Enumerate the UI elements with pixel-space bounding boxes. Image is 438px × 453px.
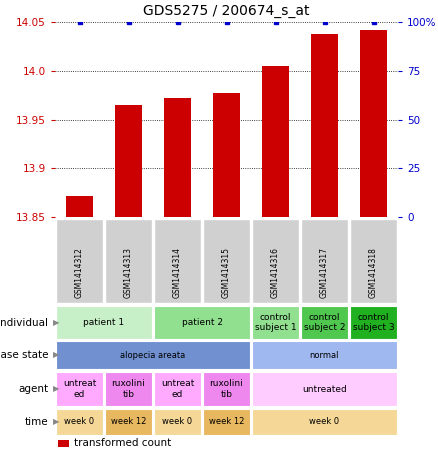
Bar — [154, 409, 201, 435]
Text: control
subject 2: control subject 2 — [304, 313, 345, 332]
Text: untreat
ed: untreat ed — [63, 379, 96, 399]
Text: control
subject 3: control subject 3 — [353, 313, 394, 332]
Text: week 0: week 0 — [162, 418, 193, 427]
Bar — [56, 306, 152, 338]
Bar — [203, 219, 250, 303]
Text: ruxolini
tib: ruxolini tib — [112, 379, 145, 399]
Bar — [105, 371, 152, 406]
Bar — [301, 219, 348, 303]
Bar — [350, 219, 397, 303]
Bar — [213, 93, 240, 217]
Bar — [56, 219, 103, 303]
Text: untreated: untreated — [302, 385, 347, 394]
Text: ▶: ▶ — [53, 418, 59, 427]
Text: time: time — [25, 417, 49, 427]
Bar — [58, 439, 69, 447]
Bar — [154, 371, 201, 406]
Text: untreat
ed: untreat ed — [161, 379, 194, 399]
Bar — [203, 371, 250, 406]
Text: week 12: week 12 — [111, 418, 146, 427]
Bar — [115, 105, 142, 217]
Bar — [66, 196, 93, 217]
Text: patient 1: patient 1 — [83, 318, 124, 327]
Bar — [252, 219, 299, 303]
Text: control
subject 1: control subject 1 — [254, 313, 297, 332]
Bar — [105, 409, 152, 435]
Text: GSM1414314: GSM1414314 — [173, 247, 182, 298]
Bar — [203, 409, 250, 435]
Bar — [301, 306, 348, 338]
Text: GSM1414313: GSM1414313 — [124, 247, 133, 298]
Text: GSM1414316: GSM1414316 — [271, 247, 280, 298]
Text: GSM1414312: GSM1414312 — [75, 247, 84, 298]
Bar — [360, 30, 387, 217]
Bar — [164, 98, 191, 217]
Text: GSM1414317: GSM1414317 — [320, 247, 329, 298]
Text: GSM1414315: GSM1414315 — [222, 247, 231, 298]
Text: disease state: disease state — [0, 350, 49, 360]
Text: agent: agent — [18, 384, 49, 394]
Text: transformed count: transformed count — [74, 438, 171, 448]
Bar — [252, 409, 397, 435]
Text: normal: normal — [310, 351, 339, 360]
Title: GDS5275 / 200674_s_at: GDS5275 / 200674_s_at — [143, 4, 310, 18]
Bar — [154, 306, 250, 338]
Text: alopecia areata: alopecia areata — [120, 351, 186, 360]
Text: week 0: week 0 — [309, 418, 339, 427]
Text: patient 2: patient 2 — [181, 318, 223, 327]
Text: individual: individual — [0, 318, 49, 328]
Text: ▶: ▶ — [53, 318, 59, 327]
Bar — [350, 306, 397, 338]
Text: ▶: ▶ — [53, 385, 59, 394]
Bar — [252, 306, 299, 338]
Text: ruxolini
tib: ruxolini tib — [210, 379, 244, 399]
Text: ▶: ▶ — [53, 351, 59, 360]
Bar — [56, 341, 250, 369]
Text: GSM1414318: GSM1414318 — [369, 247, 378, 298]
Bar — [105, 219, 152, 303]
Bar — [262, 66, 289, 217]
Bar — [56, 409, 103, 435]
Bar — [56, 371, 103, 406]
Text: week 0: week 0 — [64, 418, 95, 427]
Bar — [252, 371, 397, 406]
Bar — [154, 219, 201, 303]
Bar — [252, 341, 397, 369]
Text: week 12: week 12 — [209, 418, 244, 427]
Bar — [311, 34, 338, 217]
